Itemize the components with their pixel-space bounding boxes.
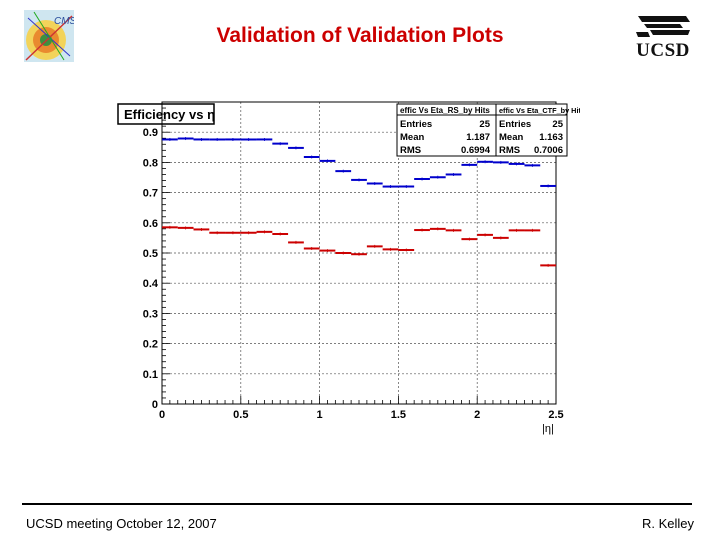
axes: 0 0.1 0.2 0.3 0.4 0.5 0.6 0.7 0.8 0.9 0 0.5 1 1.5 2 2.5 <box>143 101 564 421</box>
y-tick-label: 0.2 <box>143 339 158 351</box>
y-tick-label: 0 <box>152 399 158 411</box>
stats-ctf-rms: 0.7006 <box>534 145 563 156</box>
y-tick-label: 0.7 <box>143 188 158 200</box>
stats-ctf-entries-label: Entries <box>499 119 531 130</box>
y-tick-label: 0.8 <box>143 157 158 169</box>
y-tick-label: 0.9 <box>143 127 158 139</box>
plot-title: Efficiency vs η <box>124 107 215 122</box>
ucsd-logo-emblem <box>636 16 690 37</box>
footer-author: R. Kelley <box>641 516 694 531</box>
footer-meeting: UCSD meeting October 12, 2007 <box>26 516 217 531</box>
series-rs <box>162 137 556 189</box>
x-tick-label: 1.5 <box>391 409 406 421</box>
stats-rs-entries: 25 <box>479 119 490 130</box>
stats-box-rs: effic Vs Eta_RS_by Hits Entries 25 Mean … <box>396 103 497 157</box>
stats-rs-rms-label: RMS <box>400 145 421 156</box>
x-tick-label: 0.5 <box>233 409 248 421</box>
stats-box-ctf: effic Vs Eta_CTF_by Hits Entries 25 Mean… <box>495 103 580 157</box>
x-tick-label: 0 <box>159 409 165 421</box>
stats-rs-entries-label: Entries <box>400 119 432 130</box>
stats-ctf-entries: 25 <box>552 119 563 130</box>
x-tick-label: 2.5 <box>548 409 563 421</box>
stats-ctf-name: effic Vs Eta_CTF_by Hits <box>499 106 580 115</box>
x-axis-label: |η| <box>542 423 554 435</box>
ucsd-logo-text: UCSD <box>636 40 690 61</box>
stats-rs-mean-label: Mean <box>400 132 424 143</box>
y-tick-label: 0.1 <box>143 369 158 381</box>
x-tick-label: 1 <box>317 409 323 421</box>
stats-ctf-rms-label: RMS <box>499 145 520 156</box>
efficiency-plot: Efficiency vs η 0 0.1 0.2 0.3 0.4 0.5 0.6 0.7 0.… <box>110 98 580 443</box>
slide-title: Validation of Validation Plots <box>216 24 504 47</box>
cms-logo: CMS <box>24 10 74 62</box>
stats-rs-name: effic Vs Eta_RS_by Hits <box>400 106 490 115</box>
y-tick-label: 0.4 <box>143 278 159 290</box>
stats-rs-rms: 0.6994 <box>461 145 491 156</box>
stats-rs-mean: 1.187 <box>466 132 490 143</box>
x-tick-label: 2 <box>474 409 480 421</box>
stats-ctf-mean-label: Mean <box>499 132 523 143</box>
stats-ctf-mean: 1.163 <box>539 132 563 143</box>
footer-divider <box>22 503 692 505</box>
y-tick-label: 0.5 <box>143 248 158 260</box>
y-tick-label: 0.3 <box>143 308 158 320</box>
series-layer <box>162 137 556 267</box>
cms-logo-text: CMS <box>54 16 74 27</box>
series-ctf <box>162 225 556 267</box>
y-tick-label: 0.6 <box>143 218 158 230</box>
